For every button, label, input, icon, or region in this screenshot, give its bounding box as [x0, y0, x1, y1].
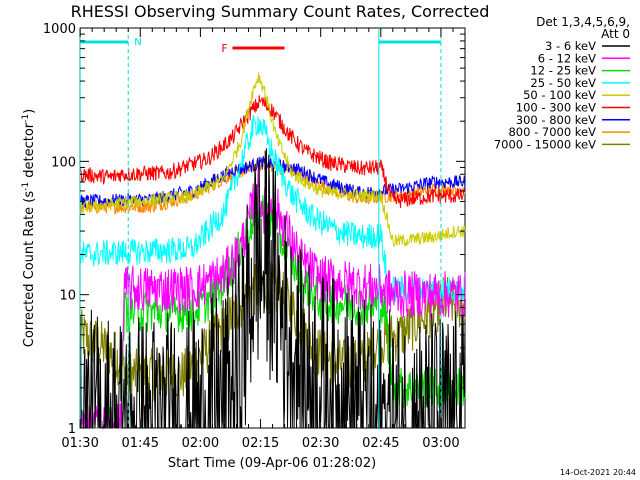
y-axis-ticks: 1 10 100 1000 [43, 22, 465, 437]
series-line-6 [79, 95, 466, 209]
night-label: N [134, 37, 141, 48]
legend-entry-label: 7000 - 15000 keV [494, 137, 596, 151]
flare-label: F [221, 42, 227, 55]
x-tick-label: 02:15 [242, 436, 279, 451]
y-tick-label: 1 [68, 422, 76, 437]
y-axis-label: Corrected Count Rate (s-1 detector-1) [21, 109, 37, 347]
y-tick-label: 1000 [43, 22, 76, 37]
legend-entry-label: 50 - 100 keV [523, 88, 596, 102]
series-line-5 [79, 72, 466, 247]
legend-header-1: Det 1,3,4,5,6,9, [536, 15, 630, 29]
y-axis-label-sup2: -1 [21, 114, 31, 123]
y-tick-label: 100 [51, 155, 76, 170]
legend-entry-label: 3 - 6 keV [545, 39, 596, 53]
series-line-4 [79, 114, 466, 303]
x-axis-ticks: 01:30 01:45 02:00 02:15 02:30 02:45 03:00 [61, 28, 466, 451]
legend-entry-label: 800 - 7000 keV [508, 125, 596, 139]
y-axis-label-end: ) [22, 109, 37, 114]
legend-entry-label: 300 - 800 keV [516, 113, 596, 127]
chart-title: RHESSI Observing Summary Count Rates, Co… [71, 2, 490, 21]
x-tick-label: 03:00 [422, 436, 459, 451]
legend-entry-label: 6 - 12 keV [538, 51, 596, 65]
x-tick-label: 02:00 [182, 436, 219, 451]
legend-entry-label: 25 - 50 keV [530, 76, 596, 90]
y-tick-label: 10 [59, 289, 76, 304]
y-axis-label-main: Corrected Count Rate (s [22, 191, 37, 348]
y-axis-label-sup1: -1 [21, 182, 31, 191]
x-axis-label: Start Time (09-Apr-06 01:28:02) [168, 456, 376, 471]
x-tick-label: 02:45 [362, 436, 399, 451]
series-line-1 [79, 148, 466, 429]
legend-entry-label: 12 - 25 keV [530, 64, 596, 78]
legend-header-2: Att 0 [601, 27, 630, 41]
x-tick-label: 01:45 [122, 436, 159, 451]
series-layer [79, 72, 466, 430]
legend-entry-label: 100 - 300 keV [516, 101, 596, 115]
footer-date: 14-Oct-2021 20:44 [560, 468, 636, 477]
x-tick-label: 01:30 [61, 436, 98, 451]
x-tick-label: 02:30 [302, 436, 339, 451]
y-axis-label-mid: detector [22, 122, 37, 182]
